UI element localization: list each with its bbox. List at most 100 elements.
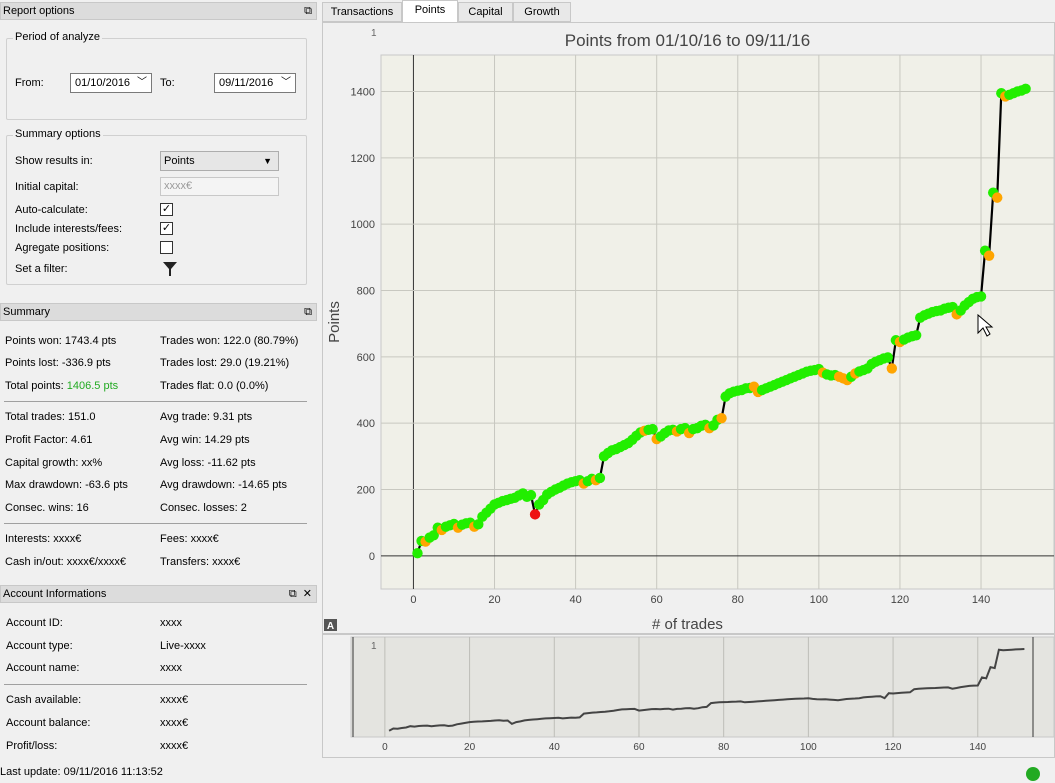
cash-available-value: xxxx€ — [160, 694, 189, 706]
y-tick-label: 400 — [357, 418, 375, 430]
avg-win: Avg win: 14.29 pts — [160, 434, 250, 446]
trades-lost: Trades lost: 29.0 (19.21%) — [160, 357, 290, 369]
auto-calc-checkbox[interactable]: ✓ — [160, 203, 173, 216]
loss-trade-point — [716, 412, 727, 424]
win-trade-point — [428, 530, 439, 541]
total-points-value: 1406.5 pts — [66, 380, 119, 392]
from-label: From: — [15, 77, 44, 89]
nav-x-tick-label: 0 — [382, 742, 388, 753]
show-results-label: Show results in: — [15, 155, 93, 167]
to-date-value: 09/11/2016 — [219, 77, 274, 89]
profit-loss-value: xxxx€ — [160, 740, 189, 752]
total-points-label: Total points: — [5, 380, 67, 392]
navigator-chart[interactable]: 0 20 40 60 80 100 120 140 1 — [323, 635, 1055, 757]
loss-trade-point — [992, 192, 1003, 203]
transfers: Transfers: xxxx€ — [160, 556, 241, 568]
y-tick-label: 800 — [357, 285, 375, 297]
initial-capital-input[interactable]: xxxx€ — [160, 177, 279, 196]
interests: Interests: xxxx€ — [5, 533, 82, 545]
restore-icon[interactable]: ⧉ — [304, 306, 312, 318]
points-won: Points won: 1743.4 pts — [5, 335, 117, 347]
close-icon[interactable]: ✕ — [302, 588, 312, 600]
x-tick-label: 0 — [410, 594, 416, 606]
filter-icon[interactable] — [162, 261, 178, 277]
points-lost: Points lost: -336.9 pts — [5, 357, 111, 369]
account-header: Account Informations ⧉ ✕ — [0, 585, 317, 603]
from-date-value: 01/10/2016 — [75, 77, 131, 89]
show-results-select[interactable]: Points ▼ — [160, 151, 279, 171]
to-date-picker[interactable]: 09/11/2016 ﹀ — [214, 73, 296, 93]
x-tick-label: 120 — [891, 594, 909, 606]
win-trade-point — [1020, 83, 1031, 95]
dropdown-arrow-icon: ▼ — [263, 156, 272, 166]
plot-area — [380, 54, 1055, 590]
nav-x-tick-label: 80 — [718, 742, 730, 753]
summary-options-title: Summary options — [13, 128, 103, 140]
corner-label: 1 — [371, 28, 377, 39]
account-id-label: Account ID: — [6, 617, 63, 629]
period-group: Period of analyze — [6, 31, 307, 120]
loss-trade-point — [886, 363, 898, 374]
x-tick-label: 80 — [732, 594, 744, 606]
profit-factor: Profit Factor: 4.61 — [5, 434, 93, 446]
x-tick-label: 40 — [569, 594, 581, 606]
tab-growth[interactable]: Growth — [513, 2, 571, 22]
chevron-down-icon[interactable]: ﹀ — [137, 77, 147, 88]
report-options-title: Report options — [3, 5, 75, 17]
tab-transactions[interactable]: Transactions — [322, 2, 402, 22]
divider — [4, 401, 307, 402]
initial-capital-label: Initial capital: — [15, 181, 79, 193]
y-tick-label: 200 — [357, 484, 375, 496]
points-chart-frame: 0 20 40 60 80 100 120 140 0 200 400 600 800 1000 1200 1… — [322, 22, 1055, 634]
x-axis-label: # of trades — [652, 616, 723, 633]
aggregate-checkbox[interactable] — [160, 241, 173, 254]
include-fees-label: Include interests/fees: — [15, 223, 123, 235]
total-points: Total points: 1406.5 pts — [5, 380, 118, 392]
period-title: Period of analyze — [13, 31, 102, 43]
avg-drawdown: Avg drawdown: -14.65 pts — [160, 479, 287, 491]
tab-points[interactable]: Points — [402, 0, 458, 22]
initial-capital-placeholder: xxxx€ — [164, 180, 193, 192]
last-update: Last update: 09/11/2016 11:13:52 — [0, 766, 163, 778]
chart-title: Points from 01/10/16 to 09/11/16 — [565, 31, 810, 50]
y-tick-label: 1200 — [351, 153, 375, 165]
show-results-value: Points — [164, 155, 195, 167]
x-tick-label: 60 — [651, 594, 663, 606]
account-name-value: xxxx — [160, 662, 182, 674]
status-bar: Last update: 09/11/2016 11:13:52 — [0, 766, 163, 778]
account-balance-label: Account balance: — [6, 717, 91, 729]
nav-x-tick-label: 120 — [885, 742, 902, 753]
summary-header: Summary ⧉ — [0, 303, 317, 321]
chevron-down-icon[interactable]: ﹀ — [281, 77, 291, 88]
include-fees-checkbox[interactable]: ✓ — [160, 222, 173, 235]
mouse-cursor-icon — [977, 313, 994, 337]
filter-label: Set a filter: — [15, 263, 68, 275]
summary-title: Summary — [3, 306, 51, 318]
y-tick-label: 600 — [357, 352, 375, 364]
to-label: To: — [160, 77, 175, 89]
trades-won: Trades won: 122.0 (80.79%) — [160, 335, 299, 347]
autoscale-label: A — [327, 621, 334, 632]
auto-calc-label: Auto-calculate: — [15, 204, 88, 216]
nav-x-tick-label: 40 — [549, 742, 561, 753]
x-tick-label: 100 — [810, 594, 828, 606]
consec-wins: Consec. wins: 16 — [5, 502, 89, 514]
points-chart[interactable]: 0 20 40 60 80 100 120 1400200400600800100012001… — [323, 23, 1055, 633]
restore-icon[interactable]: ⧉ — [304, 5, 312, 17]
from-date-picker[interactable]: 01/10/2016 ﹀ — [70, 73, 152, 93]
avg-trade: Avg trade: 9.31 pts — [160, 411, 253, 423]
win-trade-point — [910, 330, 922, 341]
avg-loss: Avg loss: -11.62 pts — [160, 457, 256, 469]
account-balance-value: xxxx€ — [160, 717, 189, 729]
max-drawdown: Max drawdown: -63.6 pts — [5, 479, 128, 491]
status-ok-icon — [1026, 767, 1040, 781]
tab-capital[interactable]: Capital — [458, 2, 513, 22]
win-trade-point — [594, 472, 606, 484]
nav-x-tick-label: 100 — [800, 742, 817, 753]
summary-options-group: Summary options — [6, 128, 307, 285]
divider — [4, 684, 307, 685]
win-trade-point — [647, 423, 658, 435]
navigator-frame: 0 20 40 60 80 100 120 140 1 — [322, 634, 1055, 758]
cash-in-out: Cash in/out: xxxx€/xxxx€ — [5, 556, 127, 568]
restore-icon[interactable]: ⧉ — [288, 588, 297, 600]
